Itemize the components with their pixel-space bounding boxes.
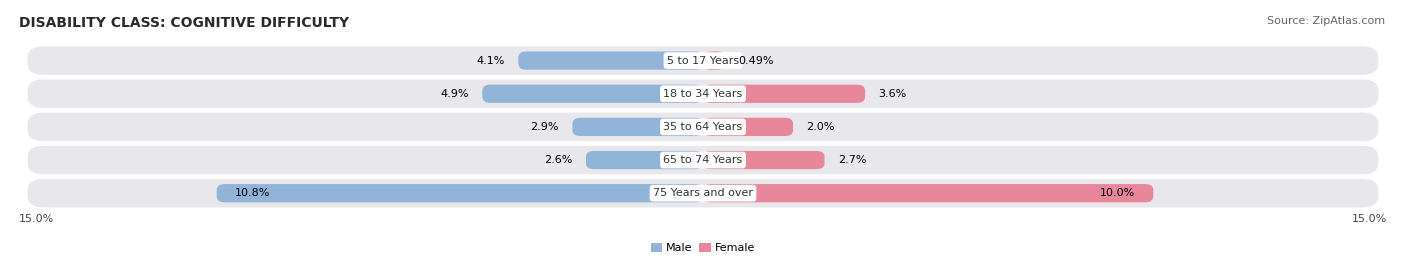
Text: Source: ZipAtlas.com: Source: ZipAtlas.com — [1267, 16, 1385, 26]
Text: 18 to 34 Years: 18 to 34 Years — [664, 89, 742, 99]
Text: 5 to 17 Years: 5 to 17 Years — [666, 56, 740, 66]
Text: 10.8%: 10.8% — [235, 188, 270, 198]
Text: 2.6%: 2.6% — [544, 155, 572, 165]
FancyBboxPatch shape — [703, 151, 824, 169]
Legend: Male, Female: Male, Female — [647, 238, 759, 257]
FancyBboxPatch shape — [28, 179, 1378, 207]
FancyBboxPatch shape — [482, 85, 703, 103]
FancyBboxPatch shape — [217, 184, 703, 202]
Text: 2.9%: 2.9% — [530, 122, 560, 132]
Text: 2.7%: 2.7% — [838, 155, 866, 165]
FancyBboxPatch shape — [572, 118, 703, 136]
Text: 15.0%: 15.0% — [18, 214, 53, 224]
FancyBboxPatch shape — [703, 52, 725, 70]
FancyBboxPatch shape — [28, 79, 1378, 108]
FancyBboxPatch shape — [586, 151, 703, 169]
Text: 0.49%: 0.49% — [738, 56, 775, 66]
Text: 75 Years and over: 75 Years and over — [652, 188, 754, 198]
FancyBboxPatch shape — [519, 52, 703, 70]
Text: 3.6%: 3.6% — [879, 89, 907, 99]
FancyBboxPatch shape — [28, 46, 1378, 75]
Text: 4.1%: 4.1% — [477, 56, 505, 66]
Text: DISABILITY CLASS: COGNITIVE DIFFICULTY: DISABILITY CLASS: COGNITIVE DIFFICULTY — [18, 16, 349, 30]
Text: 65 to 74 Years: 65 to 74 Years — [664, 155, 742, 165]
FancyBboxPatch shape — [703, 118, 793, 136]
FancyBboxPatch shape — [703, 184, 1153, 202]
Text: 35 to 64 Years: 35 to 64 Years — [664, 122, 742, 132]
Text: 15.0%: 15.0% — [1353, 214, 1388, 224]
FancyBboxPatch shape — [28, 146, 1378, 174]
Text: 2.0%: 2.0% — [807, 122, 835, 132]
Text: 4.9%: 4.9% — [440, 89, 468, 99]
FancyBboxPatch shape — [28, 113, 1378, 141]
FancyBboxPatch shape — [703, 85, 865, 103]
Text: 10.0%: 10.0% — [1099, 188, 1135, 198]
